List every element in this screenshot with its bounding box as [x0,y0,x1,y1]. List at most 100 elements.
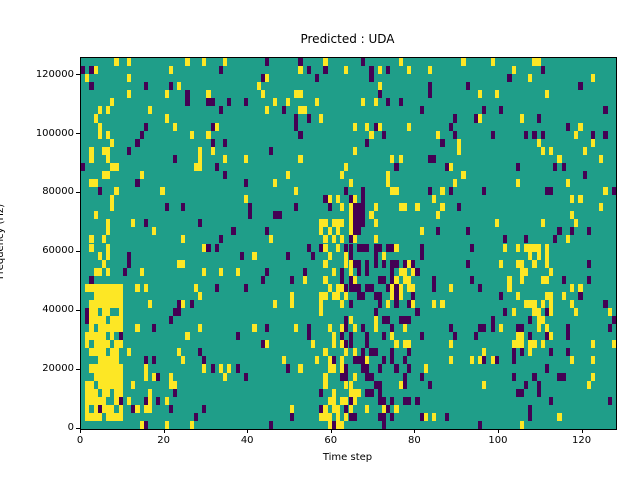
heatmap-cell [294,203,299,212]
heatmap-cell [114,356,119,365]
heatmap-cell [348,203,353,212]
heatmap-cell [390,396,395,405]
heatmap-cell [365,259,370,268]
heatmap-cell [323,219,328,228]
heatmap-cell [81,66,86,75]
heatmap-cell [218,106,224,115]
heatmap-cell [419,227,424,236]
heatmap-cell [498,259,504,268]
heatmap-cell [386,316,391,325]
heatmap-cell [335,404,341,413]
heatmap-cell [168,372,173,381]
y-tick-mark [76,74,80,76]
heatmap-cell [164,90,169,99]
heatmap-cell [181,299,186,309]
heatmap-cell [223,170,228,179]
heatmap-cell [85,380,90,389]
heatmap-cell [264,74,270,83]
heatmap-cell [586,227,591,236]
heatmap-cell [285,170,290,179]
heatmap-cell [244,154,249,163]
heatmap-cell [432,195,437,204]
heatmap-cell [390,187,395,196]
heatmap-cell [85,308,90,317]
heatmap-cell [106,170,111,179]
heatmap-cell [565,122,571,131]
heatmap-cell [373,316,378,325]
heatmap-cell [206,98,211,107]
heatmap-cell [235,267,240,276]
heatmap-cell [394,291,399,300]
heatmap-cell [515,332,520,341]
heatmap-cell [281,356,286,365]
heatmap-cell [582,146,587,155]
heatmap-cell [590,340,596,349]
heatmap-cell [110,138,115,147]
heatmap-cell [507,275,512,284]
heatmap-cell [323,195,328,204]
heatmap-cell [373,291,378,300]
heatmap-cell [361,203,366,212]
heatmap-cell [89,364,94,373]
heatmap-cell [306,243,311,252]
heatmap-cell [198,348,203,357]
heatmap-cell [106,154,111,163]
heatmap-cell [398,58,403,67]
heatmap-cell [139,267,144,276]
heatmap-cell [210,364,215,373]
heatmap-cell [331,340,336,349]
heatmap-cell [198,291,203,300]
heatmap-cell [578,283,583,292]
heatmap-cell [110,324,115,333]
heatmap-cell [181,235,186,244]
heatmap-cell [540,130,545,139]
heatmap-cell [264,106,270,115]
heatmap-cell [356,259,362,268]
heatmap-cell [565,332,571,341]
heatmap-cell [218,267,224,276]
heatmap-cell [340,332,345,341]
heatmap-cell [519,340,525,349]
heatmap-cell [536,388,541,397]
heatmap-cell [524,130,529,139]
heatmap-cell [352,219,357,228]
heatmap-cell [394,340,399,349]
heatmap-cell [143,372,148,381]
heatmap-cell [306,332,311,341]
heatmap-cell [294,187,299,196]
heatmap-cell [340,364,345,373]
heatmap-cell [310,251,316,260]
heatmap-cell [498,291,504,300]
heatmap-cell [202,243,207,252]
heatmap-cell [478,324,483,333]
heatmap-cell [365,356,370,365]
heatmap-cell [356,388,362,397]
heatmap-cell [139,170,144,179]
heatmap-cell [239,251,244,260]
heatmap-cell [348,332,353,341]
heatmap-cell [97,356,102,365]
heatmap-cell [202,267,207,276]
heatmap-cell [369,348,374,357]
heatmap-cell [544,308,550,317]
heatmap-cell [482,380,487,389]
heatmap-cell [285,364,290,373]
heatmap-cell [599,203,604,212]
heatmap-cell [306,114,311,123]
heatmap-cell [356,267,362,276]
y-tick-label: 120000 [35,68,74,80]
heatmap-cell [532,130,537,139]
heatmap-cell [110,316,115,325]
heatmap-cell [294,114,299,123]
heatmap-cell [565,178,571,188]
y-tick-label: 80000 [42,186,74,198]
heatmap-cell [544,187,550,196]
heatmap-cell [607,324,612,333]
heatmap-cell [590,138,596,147]
heatmap-cell [473,332,479,341]
heatmap-cell [168,316,173,325]
heatmap-cell [227,364,232,373]
heatmap-cell [89,178,94,188]
y-axis-label: Frequency (Hz) [0,203,7,280]
heatmap-cell [114,324,119,333]
